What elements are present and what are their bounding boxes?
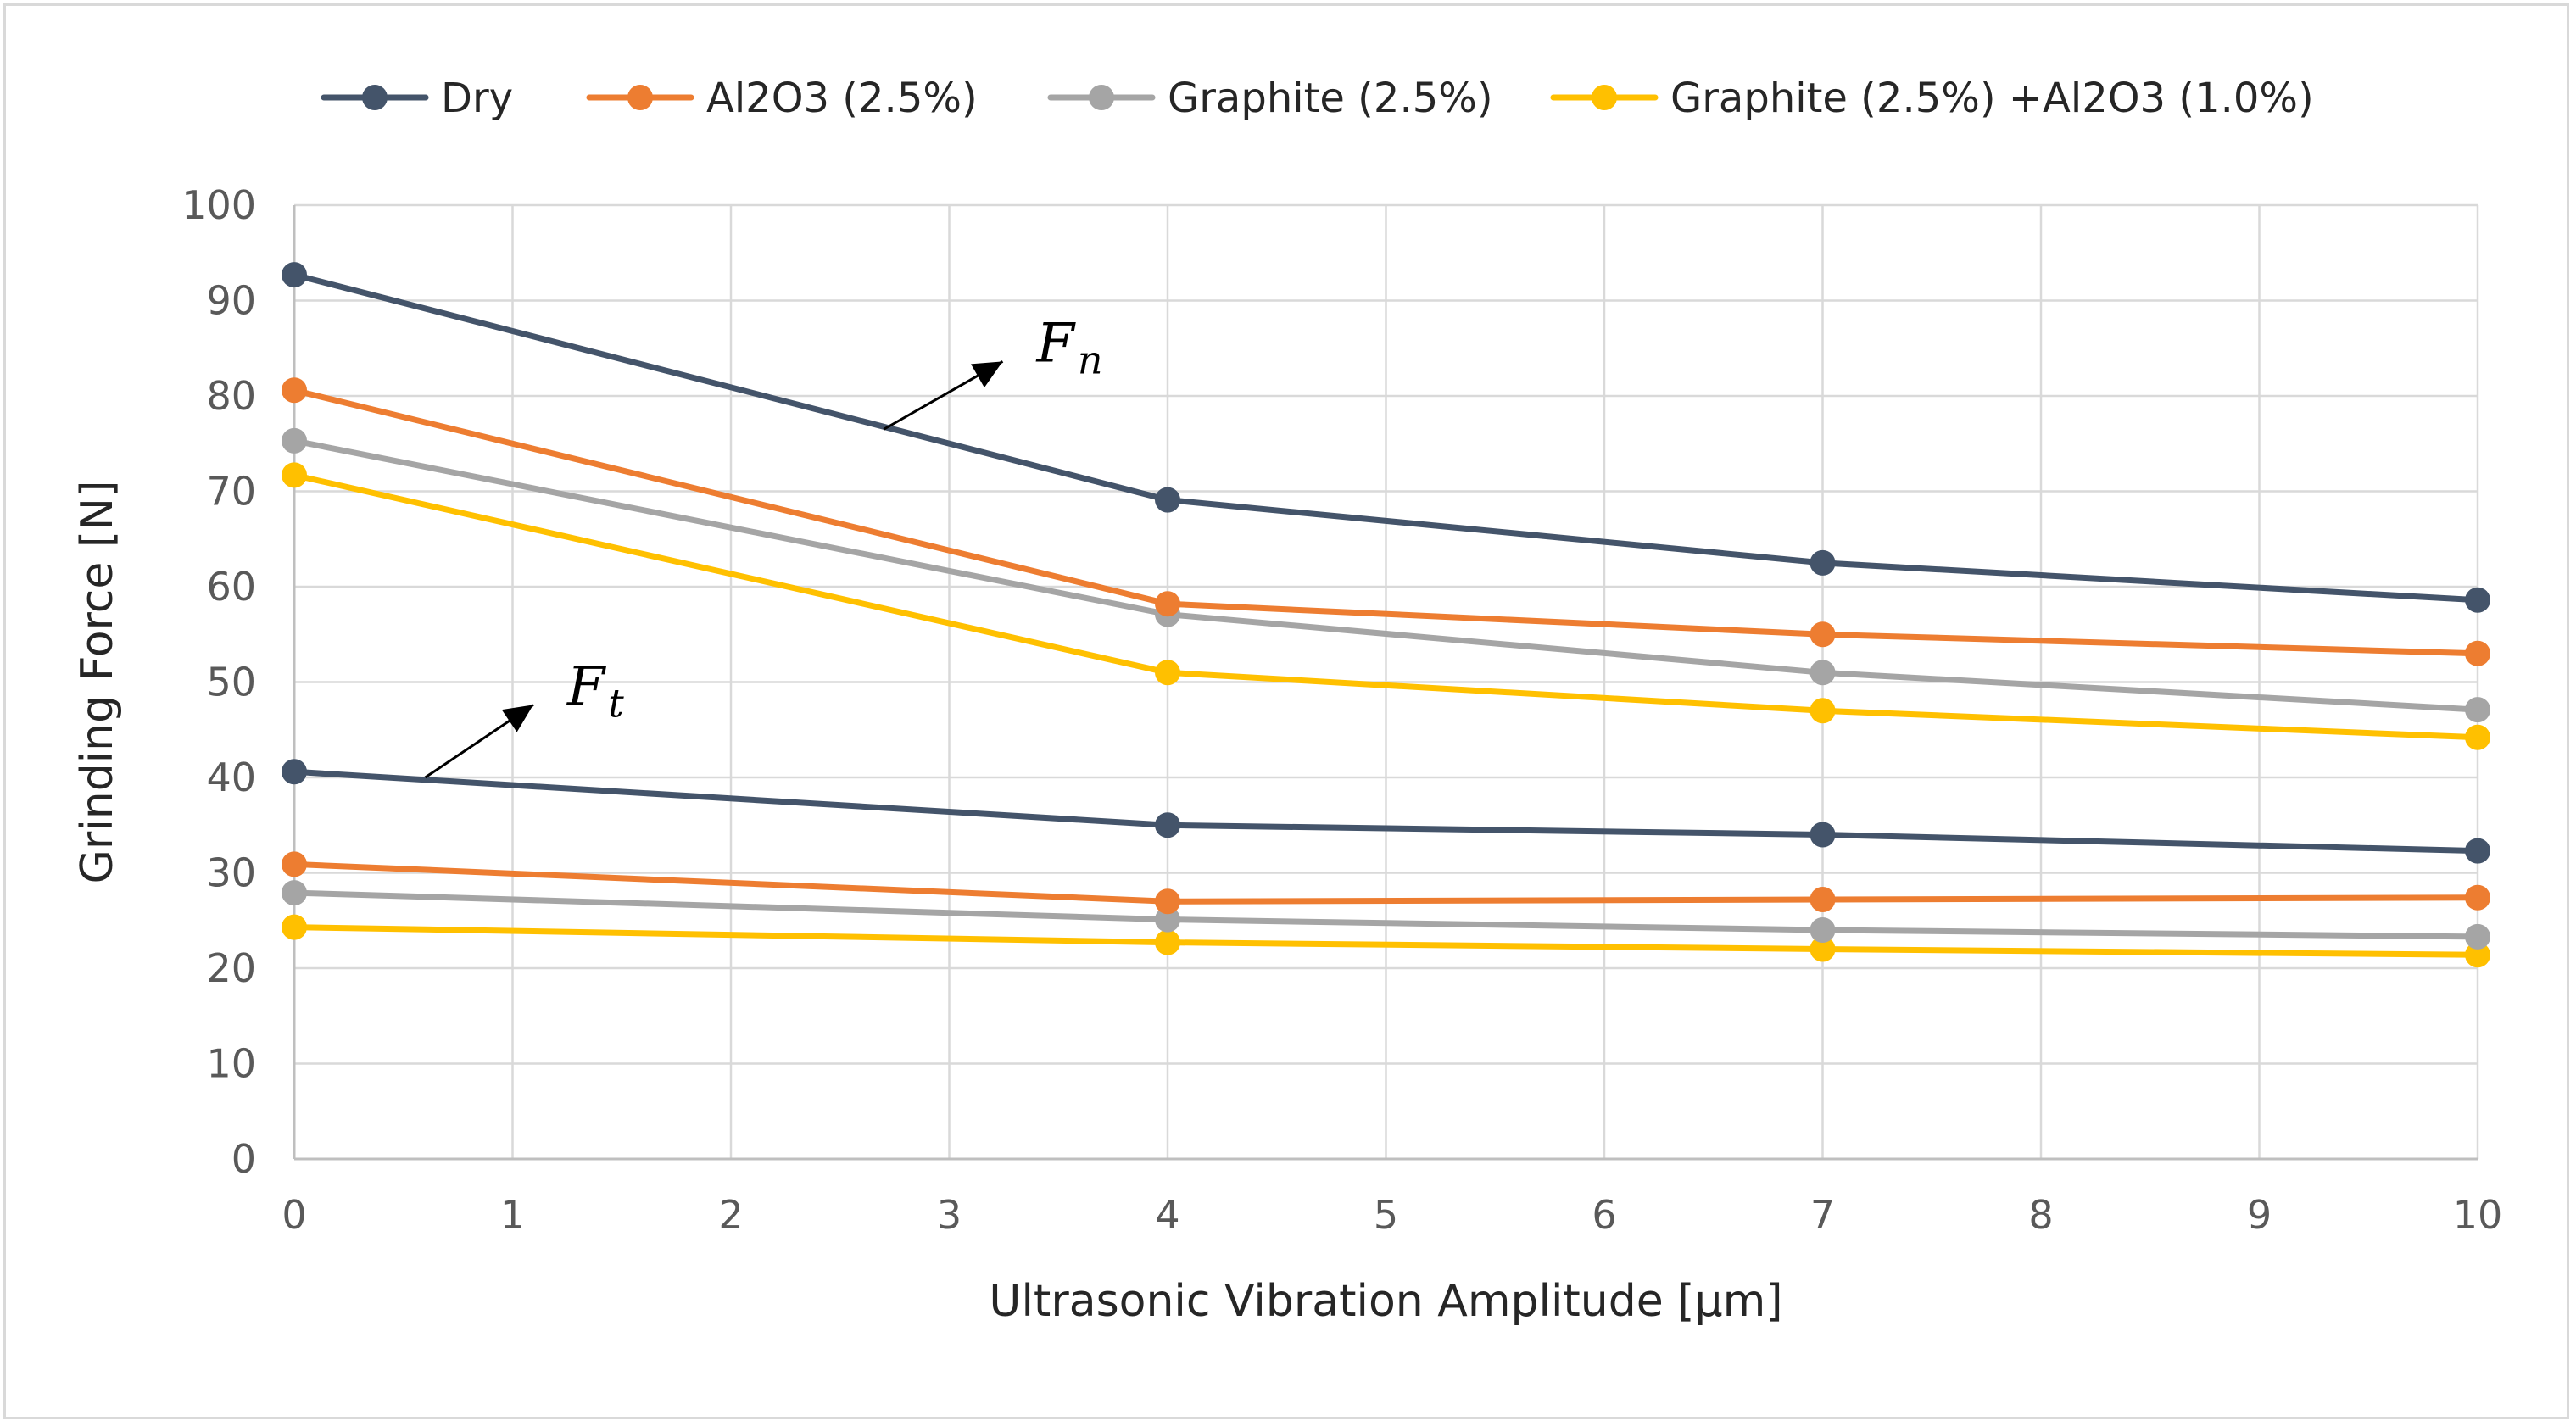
y-tick-label-90: 90	[206, 278, 256, 324]
x-tick-label-3: 3	[937, 1192, 962, 1238]
data-point-graphite-2-5	[1809, 660, 1836, 686]
annotation-ft-subscript: t	[608, 680, 624, 726]
series-line-dry-ft	[291, 768, 2481, 855]
data-point-graphite-2-5-al2o3-1-0	[1155, 929, 1180, 955]
annotation-fn-label: Fn	[1036, 312, 1103, 382]
data-point-graphite-2-5-al2o3-1-0	[282, 914, 307, 940]
data-point-graphite-2-5	[2465, 697, 2490, 723]
y-axis-title: Grinding Force [N]	[72, 481, 123, 884]
x-tick-label-2: 2	[718, 1192, 743, 1238]
series-line-al2o3-2-5-ft	[291, 861, 2481, 905]
data-point-al2o3-2-5	[2465, 884, 2490, 911]
data-point-dry	[1809, 549, 1836, 576]
data-point-graphite-2-5-al2o3-1-0	[2465, 942, 2490, 968]
x-tick-label-10: 10	[2453, 1192, 2503, 1238]
annotation-fn-subscript: n	[1078, 337, 1103, 382]
data-point-graphite-2-5	[282, 427, 307, 454]
data-point-dry	[1155, 487, 1180, 513]
y-tick-label-50: 50	[206, 660, 256, 705]
y-tick-label-100: 100	[181, 182, 256, 228]
x-tick-label-0: 0	[282, 1192, 306, 1238]
legend-marker-graphite-2-5	[1089, 85, 1114, 110]
legend-marker-graphite-2-5-al2o3-1-0	[1592, 85, 1617, 110]
data-point-dry	[1809, 822, 1836, 848]
y-tick-label-80: 80	[206, 373, 256, 419]
legend-marker-al2o3-2-5	[627, 85, 653, 110]
series-line-graphite-2-5-al2o3-1-0-fn	[291, 471, 2481, 741]
series-line-graphite-2-5-ft	[291, 889, 2481, 940]
data-point-al2o3-2-5	[1809, 887, 1836, 912]
data-point-dry	[2465, 838, 2490, 864]
data-point-dry	[2465, 587, 2490, 613]
legend-label-al2o3-2-5: Al2O3 (2.5%)	[706, 75, 978, 122]
data-point-graphite-2-5-al2o3-1-0	[1809, 698, 1836, 724]
y-tick-label-20: 20	[206, 945, 256, 991]
legend: Dry Al2O3 (2.5%) Graphite (2.5%) Graphite (…	[321, 75, 2314, 122]
axes: 0 10 20 30 40 50 60 70 80 90 100 0 1 2 3 4 5 6 7 8 9 10	[181, 182, 2502, 1238]
series-line-al2o3-2-5-fn	[291, 387, 2481, 657]
data-point-al2o3-2-5	[282, 377, 307, 404]
data-point-al2o3-2-5	[1155, 591, 1180, 617]
data-point-graphite-2-5	[2465, 923, 2490, 950]
data-point-graphite-2-5-al2o3-1-0	[1155, 660, 1180, 686]
chart-frame: 0 10 20 30 40 50 60 70 80 90 100 0 1 2 3 4 5 6 7 8 9 10 Fn Ft …	[3, 3, 2569, 1419]
annotation-ft-label: Ft	[566, 655, 624, 726]
y-tick-label-0: 0	[231, 1136, 256, 1182]
data-point-al2o3-2-5	[1155, 888, 1180, 915]
annotation-ft-arrow-head	[501, 705, 533, 732]
x-tick-label-6: 6	[1592, 1192, 1616, 1238]
x-tick-label-1: 1	[500, 1192, 525, 1238]
data-point-graphite-2-5	[282, 880, 307, 906]
data-point-graphite-2-5	[1155, 906, 1180, 933]
series-lines	[282, 262, 2490, 968]
y-tick-label-30: 30	[206, 850, 256, 896]
legend-marker-dry	[362, 85, 388, 110]
y-tick-label-60: 60	[206, 564, 256, 610]
series-line-graphite-2-5-al2o3-1-0-ft	[291, 924, 2481, 958]
x-tick-label-7: 7	[1810, 1192, 1835, 1238]
series-line-dry-fn	[291, 271, 2481, 604]
data-point-al2o3-2-5	[282, 851, 307, 877]
data-point-al2o3-2-5	[1809, 621, 1836, 648]
series-line-graphite-2-5-fn	[291, 437, 2481, 713]
x-tick-label-9: 9	[2247, 1192, 2272, 1238]
x-tick-label-8: 8	[2028, 1192, 2053, 1238]
annotation-fn-arrow-head	[971, 361, 1003, 388]
data-point-dry	[282, 262, 307, 288]
data-point-graphite-2-5-al2o3-1-0	[282, 462, 307, 488]
data-point-dry	[282, 759, 307, 785]
legend-label-dry: Dry	[441, 75, 513, 122]
y-tick-label-10: 10	[206, 1041, 256, 1087]
legend-label-graphite-2-5: Graphite (2.5%)	[1168, 75, 1493, 122]
x-axis-title: Ultrasonic Vibration Amplitude [µm]	[989, 1276, 1782, 1327]
y-tick-label-70: 70	[206, 469, 256, 515]
x-tick-label-5: 5	[1374, 1192, 1398, 1238]
data-point-graphite-2-5-al2o3-1-0	[2465, 724, 2490, 750]
x-tick-label-4: 4	[1155, 1192, 1179, 1238]
legend-label-graphite-2-5-al2o3-1-0: Graphite (2.5%) +Al2O3 (1.0%)	[1670, 75, 2314, 122]
data-point-graphite-2-5	[1809, 917, 1836, 943]
data-point-graphite-2-5-al2o3-1-0	[1809, 936, 1836, 962]
data-point-al2o3-2-5	[2465, 640, 2490, 666]
data-point-dry	[1155, 812, 1180, 838]
y-tick-label-40: 40	[206, 755, 256, 800]
annotations: Fn Ft	[424, 312, 1103, 779]
